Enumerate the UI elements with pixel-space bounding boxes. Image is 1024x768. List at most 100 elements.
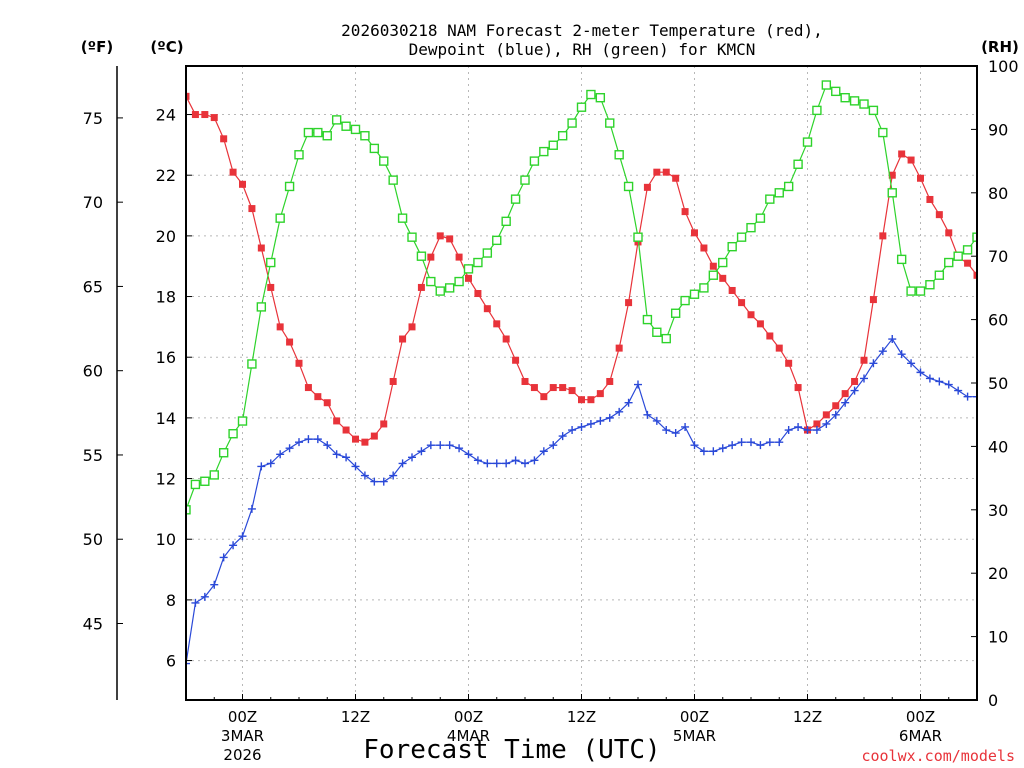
rh-point [539, 146, 549, 157]
temperature-point [191, 111, 199, 119]
dewpoint-point [323, 441, 332, 450]
rh-point [444, 283, 455, 293]
dewpoint-point [916, 368, 925, 377]
temperature-point [512, 356, 520, 364]
dewpoint-point [276, 450, 285, 459]
temperature-point [540, 393, 548, 401]
temperature-point [738, 299, 746, 307]
temperature-point [352, 435, 359, 443]
dewpoint-point [360, 471, 369, 480]
dewpoint-point [379, 477, 388, 486]
rh-point [529, 156, 540, 166]
fahrenheit-tick-label: 45 [83, 614, 103, 633]
rh-tick-label: 80 [988, 184, 1008, 203]
temperature-point [201, 111, 209, 119]
rh-point [925, 280, 935, 290]
rh-point [218, 448, 229, 458]
dewpoint-point [831, 410, 840, 419]
celsius-tick-label: 10 [156, 530, 176, 549]
rh-point [209, 470, 219, 480]
rh-point [718, 257, 728, 268]
temperature-point [785, 359, 793, 367]
rh-point [237, 416, 248, 426]
fahrenheit-tick-label: 75 [83, 109, 103, 128]
temperature-point [775, 344, 783, 352]
temperature-point [945, 229, 953, 237]
temperature-point [587, 396, 595, 404]
dewpoint-point [200, 592, 209, 601]
rh-point [379, 156, 389, 166]
rh-point [962, 245, 973, 255]
temperature-point [380, 420, 388, 428]
dewpoint-point [370, 477, 379, 486]
temperature-point [436, 232, 444, 240]
time-tick-label: 12Z [567, 708, 596, 726]
celsius-tick-label: 12 [156, 470, 176, 489]
dewpoint-point [210, 580, 219, 589]
dewpoint-point [954, 386, 963, 395]
dewpoint-point [586, 419, 595, 428]
temperature-point [465, 274, 472, 282]
rh-tick-label: 40 [988, 437, 1008, 456]
celsius-tick-label: 8 [166, 591, 176, 610]
rh-point [284, 181, 295, 192]
temperature-point [257, 244, 265, 252]
rh-point [727, 241, 737, 252]
dewpoint-point [191, 598, 200, 607]
rh-point [492, 235, 502, 246]
time-tick-label: 12Z [341, 708, 370, 726]
dewpoint-point [963, 392, 972, 401]
rh-point [388, 175, 398, 185]
dewpoint-point [266, 459, 275, 468]
temperature-point [615, 344, 623, 352]
dewpoint-point [794, 422, 803, 431]
temperature-point [813, 420, 821, 428]
time-tick-label: 00Z [906, 708, 935, 726]
dewpoint-point [803, 426, 812, 435]
rh-point [868, 105, 879, 116]
dewpoint-point [257, 462, 266, 471]
temperature-point [342, 426, 350, 434]
rh-unit-label: (RH) [981, 38, 1019, 56]
dewpoint-point [502, 459, 511, 468]
temperature-point [361, 438, 369, 446]
rh-point [915, 286, 926, 296]
temperature-point [691, 229, 698, 237]
rh-point [520, 175, 530, 185]
rh-point [623, 181, 634, 192]
rh-point [652, 327, 662, 337]
rh-point [322, 131, 332, 141]
dewpoint-point [351, 462, 360, 471]
temperature-point [643, 183, 651, 191]
dewpoint-point [473, 456, 482, 465]
rh-tick-label: 60 [988, 311, 1008, 330]
temperature-point [559, 384, 567, 392]
dewpoint-point [907, 359, 916, 368]
rh-point [953, 251, 963, 261]
time-tick-label: 00Z [680, 708, 709, 726]
fahrenheit-tick-label: 65 [83, 277, 103, 296]
dewpoint-point [389, 471, 398, 480]
rh-tick-label: 0 [988, 691, 998, 710]
rh-point [783, 181, 794, 192]
temperature-point [417, 283, 425, 291]
temperature-point [502, 335, 510, 343]
rh-point [463, 264, 474, 274]
rh-point [670, 308, 681, 318]
fahrenheit-tick-label: 70 [83, 193, 103, 212]
temperature-point [220, 135, 228, 143]
rh-point [859, 99, 869, 109]
fahrenheit-tick-label: 60 [83, 362, 103, 381]
credit-text: coolwx.com/models [861, 747, 1015, 765]
dewpoint-point [652, 416, 661, 425]
dewpoint-point [492, 459, 501, 468]
series-layer [185, 80, 978, 668]
dewpoint-point [643, 410, 652, 419]
dewpoint-point [596, 416, 605, 425]
rh-tick-label: 50 [988, 374, 1008, 393]
temperature-point [794, 384, 802, 392]
temperature-point [926, 195, 934, 203]
rh-point [228, 429, 238, 439]
dewpoint-point [765, 438, 774, 447]
dewpoint-point [530, 456, 539, 465]
